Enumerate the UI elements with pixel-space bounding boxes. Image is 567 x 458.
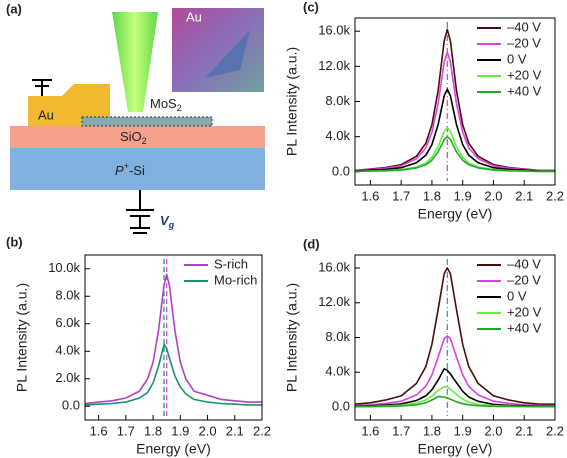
x-tick-label: 2.1 xyxy=(226,423,244,438)
si-layer xyxy=(10,148,265,190)
series-line xyxy=(354,395,555,408)
ground-top xyxy=(32,79,52,96)
x-tick-label: 2.1 xyxy=(515,423,533,438)
x-axis-title: Energy (eV) xyxy=(418,206,493,222)
label-base: SiO xyxy=(120,129,142,144)
y-tick-label: 10.0k xyxy=(48,260,80,275)
series-line xyxy=(84,273,262,405)
x-tick-label: 2.0 xyxy=(484,423,502,438)
legend-label: –20 V xyxy=(507,35,541,50)
legend-label: S-rich xyxy=(214,256,248,271)
inset-flake xyxy=(205,30,250,78)
au-label: Au xyxy=(38,107,54,122)
series-line xyxy=(354,335,555,407)
y-tick-label: 4.0k xyxy=(55,343,80,358)
x-tick-label: 2.1 xyxy=(515,188,533,203)
x-tick-label: 1.9 xyxy=(171,423,189,438)
legend-label: –40 V xyxy=(507,256,541,271)
legend-label: +40 V xyxy=(507,320,542,335)
y-tick-label: 2.0k xyxy=(55,370,80,385)
y-tick-label: 8.0k xyxy=(325,93,350,108)
y-tick-label: 4.0k xyxy=(325,128,350,143)
label-rest: -Si xyxy=(129,163,145,178)
legend-label: –40 V xyxy=(507,19,541,34)
inset-label: Au xyxy=(186,9,202,24)
x-tick-label: 1.8 xyxy=(144,423,162,438)
x-tick-label: 1.6 xyxy=(361,188,379,203)
series-line xyxy=(354,51,555,172)
label-sub: g xyxy=(168,220,175,230)
panel-label: (c) xyxy=(303,0,319,14)
y-tick-label: 0.0 xyxy=(332,163,350,178)
laser-beam xyxy=(112,12,158,112)
y-tick-label: 6.0k xyxy=(55,315,80,330)
series-line xyxy=(84,343,262,406)
panel-label: (a) xyxy=(6,1,22,16)
panel-label: (b) xyxy=(6,234,23,249)
legend-label: +20 V xyxy=(507,304,542,319)
label-sub: 2 xyxy=(142,136,147,146)
label-base: MoS xyxy=(150,96,177,111)
y-tick-label: 16.0k xyxy=(318,23,350,38)
x-axis-title: Energy (eV) xyxy=(136,441,211,457)
legend-label: +20 V xyxy=(507,67,542,82)
vg-label: Vg xyxy=(160,213,175,230)
label-sub: 2 xyxy=(177,103,182,113)
mos2-label: MoS2 xyxy=(150,96,182,113)
y-tick-label: 4.0k xyxy=(325,364,350,379)
schematic: (a) Au Au MoS2 SiO2 P+-Si Vg xyxy=(6,1,265,234)
si-label: P+-Si xyxy=(115,161,145,178)
x-tick-label: 1.6 xyxy=(90,423,108,438)
sio2-layer xyxy=(10,126,265,148)
plot-frame xyxy=(354,17,556,186)
x-tick-label: 1.7 xyxy=(392,188,410,203)
legend-label: 0 V xyxy=(507,288,527,303)
label-sup: + xyxy=(124,161,129,171)
x-tick-label: 2.2 xyxy=(546,423,564,438)
series-line xyxy=(354,135,555,173)
x-tick-label: 2.0 xyxy=(198,423,216,438)
series-line xyxy=(354,368,555,407)
x-tick-label: 2.0 xyxy=(484,188,502,203)
y-axis-title: PL Intensity (a.u.) xyxy=(14,283,30,392)
gate-wire xyxy=(126,190,154,234)
y-axis-title: PL Intensity (a.u.) xyxy=(284,47,300,156)
y-axis-title: PL Intensity (a.u.) xyxy=(284,283,300,392)
label-base: V xyxy=(160,213,170,228)
series-line xyxy=(354,267,555,405)
x-tick-label: 1.6 xyxy=(361,423,379,438)
x-tick-label: 2.2 xyxy=(546,188,564,203)
y-tick-label: 16.0k xyxy=(318,259,350,274)
x-tick-label: 1.7 xyxy=(392,423,410,438)
y-tick-label: 12.0k xyxy=(318,58,350,73)
legend-label: 0 V xyxy=(507,51,527,66)
panel-label: (d) xyxy=(303,236,320,251)
legend-label: +40 V xyxy=(507,83,542,98)
plot-frame xyxy=(354,254,556,421)
legend-label: Mo-rich xyxy=(214,272,257,287)
mos2-layer xyxy=(81,116,213,127)
sio2-label: SiO2 xyxy=(120,129,147,146)
y-tick-label: 8.0k xyxy=(55,288,80,303)
x-tick-label: 1.8 xyxy=(423,423,441,438)
y-tick-label: 0.0 xyxy=(332,398,350,413)
y-tick-label: 0.0 xyxy=(62,398,80,413)
x-tick-label: 1.9 xyxy=(454,423,472,438)
legend-label: –20 V xyxy=(507,272,541,287)
x-tick-label: 2.2 xyxy=(253,423,271,438)
inset-image xyxy=(172,8,264,92)
x-axis-title: Energy (eV) xyxy=(418,441,493,457)
au-electrode xyxy=(28,84,110,126)
x-tick-label: 1.8 xyxy=(423,188,441,203)
series-line xyxy=(354,88,555,172)
y-tick-label: 12.0k xyxy=(318,294,350,309)
y-tick-label: 8.0k xyxy=(325,329,350,344)
x-tick-label: 1.7 xyxy=(117,423,135,438)
plot-frame xyxy=(84,254,263,421)
label-base: P xyxy=(115,163,124,178)
x-tick-label: 1.9 xyxy=(454,188,472,203)
